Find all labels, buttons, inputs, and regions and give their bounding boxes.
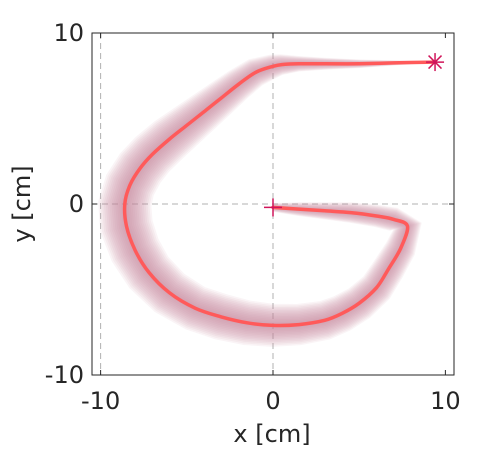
- uncertainty-band-layer: [107, 58, 435, 340]
- y-axis-label: y [cm]: [8, 165, 36, 242]
- y-tick-label: 10: [53, 19, 84, 47]
- uncertainty-band-layer: [113, 60, 436, 335]
- trajectory-line-group: [122, 60, 437, 328]
- x-tick-label: 10: [430, 387, 461, 415]
- x-axis-label: x [cm]: [233, 420, 310, 448]
- y-tick-label: 0: [69, 190, 84, 218]
- markers: [264, 53, 445, 217]
- uncertainty-band-layer: [109, 58, 435, 338]
- start-marker: [264, 198, 282, 217]
- ticks: -10 0 10 -10 0 10: [45, 19, 461, 415]
- x-tick-label: 0: [265, 387, 280, 415]
- uncertainty-band-layer: [105, 57, 436, 341]
- mean-trajectory-line: [122, 60, 437, 328]
- end-marker: [426, 53, 445, 72]
- plot-area: [91, 32, 455, 376]
- uncertainty-band-layer: [103, 56, 436, 343]
- x-tick-label: -10: [81, 387, 120, 415]
- y-tick-label: -10: [45, 361, 84, 389]
- uncertainty-band-layer: [111, 59, 436, 337]
